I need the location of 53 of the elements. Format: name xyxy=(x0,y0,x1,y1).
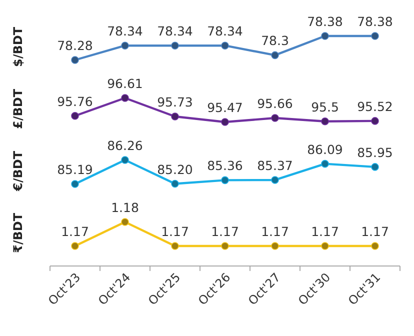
data-label: 1.17 xyxy=(61,224,89,239)
data-label: 1.17 xyxy=(311,224,339,239)
point xyxy=(71,112,79,120)
data-label: 86.26 xyxy=(107,138,143,153)
point xyxy=(121,94,129,102)
data-label: 95.76 xyxy=(57,94,93,109)
data-label: 1.17 xyxy=(361,224,389,239)
point xyxy=(71,56,79,64)
data-label: 1.18 xyxy=(111,200,139,215)
y-axis-title: ₹/BDT xyxy=(11,212,25,254)
point xyxy=(171,112,179,120)
data-label: 95.47 xyxy=(207,100,243,115)
data-label: 1.17 xyxy=(161,224,189,239)
point xyxy=(321,160,329,168)
data-label: 96.61 xyxy=(107,76,143,91)
point xyxy=(271,51,279,60)
data-label: 78.3 xyxy=(261,33,289,48)
point xyxy=(271,176,279,184)
data-label: 78.34 xyxy=(207,24,243,39)
data-label: 85.95 xyxy=(357,144,393,160)
data-label: 85.19 xyxy=(57,162,93,177)
point xyxy=(321,32,329,40)
data-label: 85.37 xyxy=(257,158,293,173)
point xyxy=(221,118,229,126)
y-axis-title: £/BDT xyxy=(11,88,25,130)
data-label: 78.38 xyxy=(357,14,393,29)
point xyxy=(71,180,79,188)
data-label: 85.36 xyxy=(207,158,243,174)
data-label: 1.17 xyxy=(211,224,239,239)
y-axis-title: $/BDT xyxy=(11,26,25,68)
data-label: 78.28 xyxy=(57,38,93,53)
point xyxy=(371,163,379,171)
data-label: 86.09 xyxy=(307,142,343,157)
y-axis-title: €/BDT xyxy=(11,150,25,192)
point xyxy=(121,156,129,164)
point xyxy=(221,176,229,184)
data-label: 95.66 xyxy=(257,96,293,111)
data-label: 78.34 xyxy=(157,24,193,39)
point xyxy=(371,117,379,125)
point xyxy=(221,42,229,50)
data-label: 95.73 xyxy=(157,94,193,110)
data-label: 1.17 xyxy=(261,224,289,239)
point xyxy=(171,42,179,50)
point xyxy=(121,42,129,50)
data-label: 78.38 xyxy=(307,14,343,29)
point xyxy=(271,114,279,122)
data-label: 78.34 xyxy=(107,24,143,39)
point xyxy=(371,32,379,40)
point xyxy=(321,117,329,126)
data-label: 85.20 xyxy=(157,162,193,177)
data-label: 95.52 xyxy=(357,98,393,114)
data-label: 95.5 xyxy=(311,99,339,114)
point xyxy=(171,180,179,188)
